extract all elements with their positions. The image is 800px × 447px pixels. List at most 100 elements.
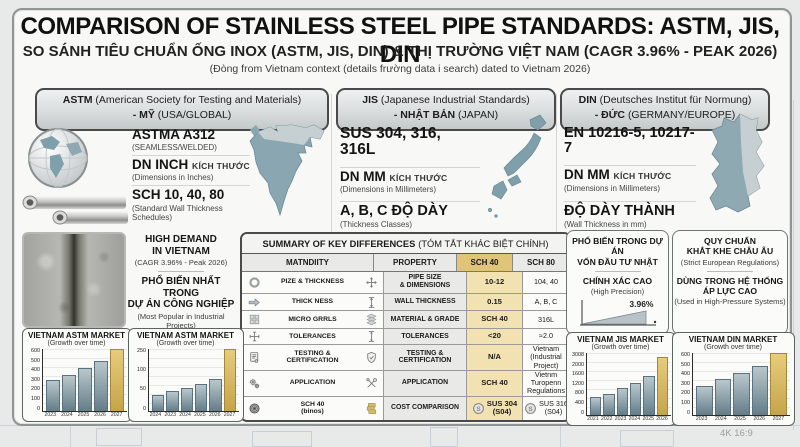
property-cell: APPLICATION	[384, 370, 467, 396]
x-tick-label: 2023	[164, 412, 177, 418]
table-row: THICK NESS WALL THICKNESS 0.15 A, B, C	[242, 292, 569, 311]
bar-2025	[194, 384, 208, 411]
cube-grid-icon	[247, 313, 261, 327]
chart-title: VIETNAM ASTM MARKET	[136, 331, 235, 340]
y-tick-label: 100	[137, 367, 146, 374]
y-tick-label: 300	[31, 376, 40, 383]
din-spec-item: DN MM KÍCH THƯỚC (Dimensions in Millimet…	[564, 165, 696, 195]
x-axis: 2024 2023 2024 2025 2026 2027	[146, 412, 239, 419]
sch40-cell: S SUS 304 (S04)	[467, 396, 523, 420]
gears-icon	[247, 376, 261, 390]
sch40-cell: 10-12	[467, 272, 523, 293]
y-tick-label: 1600	[572, 371, 584, 378]
x-tick-label: 2027	[772, 416, 785, 422]
bar-2026	[656, 356, 668, 415]
y-tick-label: 3008	[572, 352, 584, 359]
high-pressure-heading: DÙNG TRONG HỆ THỐNG ÁP LỰC CAO	[676, 275, 784, 296]
vietnam-astm-market-chart-1: VIETNAM ASTM MARKET (Growth over time) 6…	[22, 328, 132, 422]
property-cell: COST COMPARISON	[384, 396, 467, 420]
plot-area	[586, 353, 671, 416]
y-tick-label: 2000	[572, 361, 584, 368]
din-name: DIN	[578, 94, 597, 106]
steel-pipes-icon	[22, 195, 128, 225]
jis-spec-list: SUS 304, 316, 316L DN MM KÍCH THƯỚC (Dim…	[340, 124, 480, 232]
astm-desc: (American Society for Testing and Materi…	[95, 94, 302, 106]
bar-2024	[180, 387, 193, 411]
astm-spec-list: ASTMA A312 (SEAMLESS/WELDED) DN INCH KÍC…	[132, 126, 250, 225]
summary-table-title: SUMMARY OF KEY DIFFERENCES (TÓM TẮT KHÁC…	[242, 234, 569, 254]
demand-heading: HIGH DEMAND IN VIETNAM	[145, 234, 217, 257]
demand-popular-en: (Most Popular in Industrial Projects)	[137, 311, 225, 330]
sch80-cell: 104, 40	[523, 272, 569, 293]
plot-area	[692, 353, 790, 416]
property-cell: MATERIAL & GRADE	[384, 311, 467, 329]
property-cell: PIPE SIZE & DIMENSIONS	[384, 272, 467, 293]
x-axis: 2021 2022 2023 2024 2025 2026	[584, 416, 671, 423]
jis-spec-item: SUS 304, 316, 316L	[340, 125, 441, 159]
x-tick-label: 2026	[94, 412, 106, 418]
jis-desc: (Japanese Industrial Standards)	[380, 94, 530, 106]
y-tick-label: 300	[681, 380, 690, 387]
divider	[158, 271, 204, 272]
x-tick-label: 2024	[179, 412, 191, 418]
astm-spec-item: SCH 10, 40, 80 (Standard Wall Thickness …	[132, 185, 250, 224]
x-tick-label: 2027	[110, 412, 123, 418]
height-arrow-icon	[364, 330, 378, 344]
col-property: PROPERTY	[374, 254, 457, 271]
y-tick-label: 400	[31, 367, 40, 374]
summary-table-header: MATNDIITY PROPERTY SCH 40 SCH 80	[242, 254, 569, 272]
din-spec-item: ĐỘ DÀY THÀNH (Wall Thickness in mm)	[564, 200, 696, 232]
sch40-cell: 0.15	[467, 293, 523, 311]
divider	[594, 270, 641, 272]
jis-spec-item: DN MM KÍCH THƯỚC (Dimensions in Millimet…	[340, 166, 480, 197]
summary-table-body: PIZE & THICKNESS PIPE SIZE & DIMENSIONS 10…	[242, 272, 569, 420]
x-tick-label: 2027	[223, 412, 236, 418]
chart-title: VIETNAM ASTM MARKET	[27, 331, 126, 340]
jis-popularity-panel: PHỔ BIẾN TRONG DỰ ÁN VỐN ĐẦU TƯ NHẬT CHÍ…	[566, 230, 669, 335]
x-tick-label: 2026	[753, 416, 765, 422]
bar-2022	[603, 393, 615, 415]
high-pressure-en: (Used in High-Pressure Systems)	[674, 297, 786, 307]
shield-check-icon	[364, 350, 378, 364]
bar-2027	[110, 349, 124, 411]
precision-en: (High Precision)	[590, 287, 645, 297]
y-tick-label: 200	[681, 390, 690, 397]
blueprint-decoration	[96, 428, 142, 446]
col-sch80: SCH 80	[526, 258, 555, 267]
y-tick-label: 0	[581, 409, 584, 416]
precision-trend-chart: 3.96%	[576, 298, 660, 328]
table-row: MICRO GRRLS MATERIAL & GRADE SCH 40 316L	[242, 310, 569, 329]
bar-2023	[616, 388, 628, 415]
astm-name: ASTM	[62, 94, 93, 106]
y-tick-label: 400	[681, 371, 690, 378]
bar-2026	[751, 365, 769, 415]
y-tick-label: 1200	[572, 380, 584, 387]
chart-subtitle: (Growth over time)	[704, 344, 762, 352]
chart-subtitle: (Growth over time)	[47, 340, 106, 348]
table-row: TESTING & CERTIFICATION TESTING & CERTIFI…	[242, 344, 569, 370]
bar-2027	[770, 353, 787, 415]
x-tick-label: 2024	[61, 412, 73, 418]
demand-popular: PHỔ BIẾN NHẤT TRONG DỰ ÁN CÔNG NGHIỆP	[127, 276, 235, 310]
x-tick-label: 2021	[587, 416, 599, 422]
demand-cagr: (CAGR 3.96% - Peak 2026)	[134, 258, 228, 267]
y-axis: 250 100 50 0	[132, 348, 148, 412]
trend-value: 3.96%	[629, 299, 654, 310]
astm-spec-item: ASTMA A312 (SEAMLESS/WELDED)	[132, 127, 217, 153]
eu-regulations-heading: QUY CHUẨN KHẮT KHE CHÂU ÂU	[686, 236, 774, 257]
x-axis: 2023 2024 2025 2026 2027	[690, 416, 790, 423]
bar-2025	[78, 367, 92, 411]
sch40-cell: SCH 40	[467, 311, 523, 329]
svg-text:S: S	[476, 406, 481, 413]
y-tick-label: 500	[31, 357, 40, 364]
astm-header: ASTM (American Society for Testing and M…	[35, 88, 329, 131]
x-tick-label: 2024	[149, 412, 162, 418]
vietnam-jis-market-chart: VIETNAM JIS MARKET (Growth over time) 30…	[566, 332, 676, 426]
north-america-map	[249, 124, 325, 217]
method-cell: SCH 40 (binos)	[242, 396, 384, 420]
bar-2023	[46, 380, 60, 411]
blueprint-decoration	[252, 431, 312, 447]
x-tick-label: 2026	[656, 416, 668, 422]
x-tick-label: 2024	[715, 416, 727, 422]
method-cell: TOLERANCES	[242, 329, 384, 345]
